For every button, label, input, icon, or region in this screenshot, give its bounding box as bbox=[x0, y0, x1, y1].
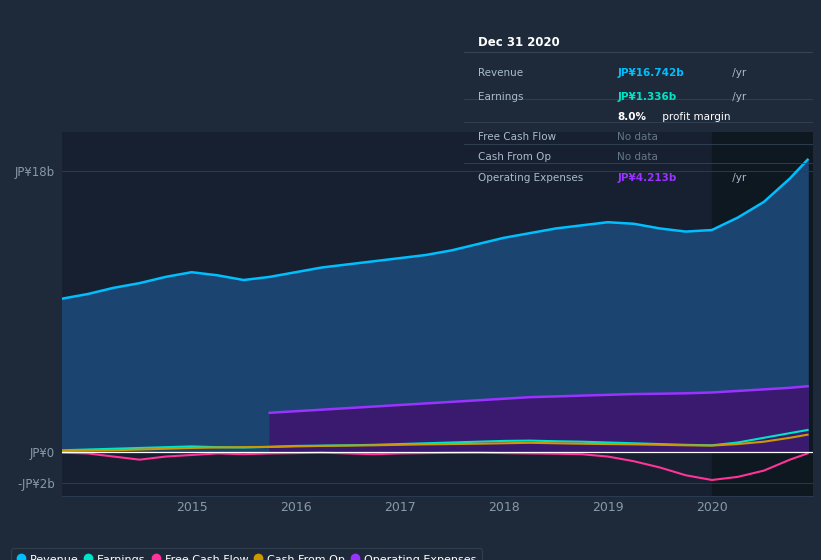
Text: 8.0%: 8.0% bbox=[617, 112, 646, 122]
Text: Operating Expenses: Operating Expenses bbox=[478, 173, 583, 183]
Text: JP¥16.742b: JP¥16.742b bbox=[617, 68, 684, 78]
Text: JP¥1.336b: JP¥1.336b bbox=[617, 92, 677, 102]
Text: profit margin: profit margin bbox=[659, 112, 731, 122]
Text: /yr: /yr bbox=[729, 173, 746, 183]
Text: /yr: /yr bbox=[729, 68, 746, 78]
Text: /yr: /yr bbox=[729, 92, 746, 102]
Text: Dec 31 2020: Dec 31 2020 bbox=[478, 36, 560, 49]
Text: JP¥4.213b: JP¥4.213b bbox=[617, 173, 677, 183]
Text: Revenue: Revenue bbox=[478, 68, 523, 78]
Legend: Revenue, Earnings, Free Cash Flow, Cash From Op, Operating Expenses: Revenue, Earnings, Free Cash Flow, Cash … bbox=[11, 548, 482, 560]
Text: No data: No data bbox=[617, 132, 658, 142]
Text: Cash From Op: Cash From Op bbox=[478, 152, 551, 162]
Text: Free Cash Flow: Free Cash Flow bbox=[478, 132, 556, 142]
Text: No data: No data bbox=[617, 152, 658, 162]
Text: Earnings: Earnings bbox=[478, 92, 523, 102]
Bar bbox=[712, 132, 821, 496]
